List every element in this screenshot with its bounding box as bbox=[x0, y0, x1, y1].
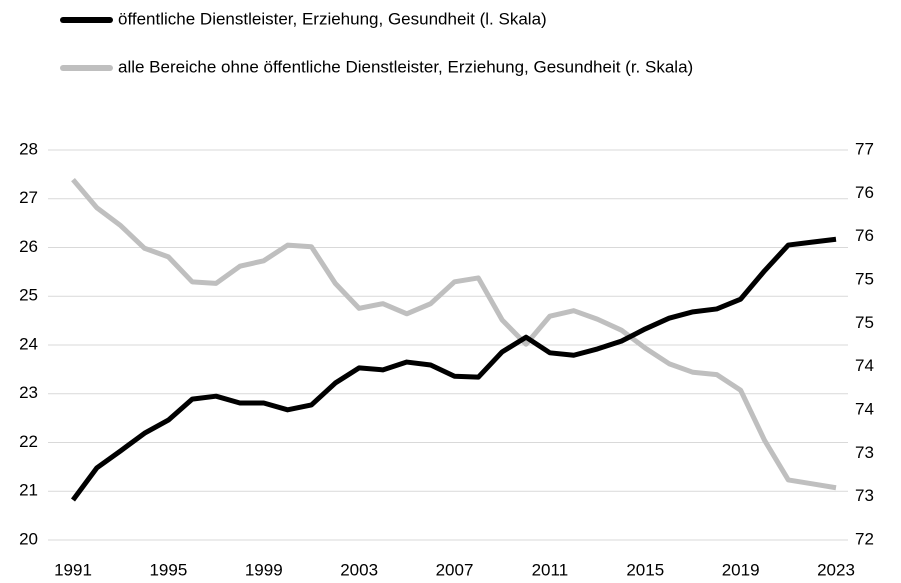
x-tick-label: 2015 bbox=[626, 560, 664, 579]
y2-tick-label: 73 bbox=[855, 486, 874, 505]
y2-tick-label: 72 bbox=[855, 529, 874, 548]
y2-tick-label: 76 bbox=[855, 183, 874, 202]
x-tick-label: 2007 bbox=[436, 560, 474, 579]
x-tick-label: 1991 bbox=[54, 560, 92, 579]
y-tick-label: 21 bbox=[19, 481, 38, 500]
x-tick-label: 2003 bbox=[340, 560, 378, 579]
x-tick-label: 2023 bbox=[817, 560, 855, 579]
series-line bbox=[71, 178, 837, 491]
y-tick-label: 27 bbox=[19, 188, 38, 207]
x-tick-label: 1999 bbox=[245, 560, 283, 579]
x-tick-label: 1995 bbox=[149, 560, 187, 579]
y2-tick-label: 75 bbox=[855, 270, 874, 289]
legend-label: alle Bereiche ohne öffentliche Dienstlei… bbox=[118, 57, 693, 76]
series-line bbox=[70, 236, 837, 502]
y2-tick-label: 76 bbox=[855, 226, 874, 245]
y2-tick-label: 73 bbox=[855, 443, 874, 462]
y-tick-label: 20 bbox=[19, 529, 38, 548]
y-tick-label: 28 bbox=[19, 139, 38, 158]
y-tick-label: 22 bbox=[19, 432, 38, 451]
x-tick-label: 2011 bbox=[532, 560, 569, 579]
legend-label: öffentliche Dienstleister, Erziehung, Ge… bbox=[118, 9, 547, 28]
y2-tick-label: 77 bbox=[855, 139, 874, 158]
y-tick-label: 25 bbox=[19, 286, 38, 305]
y-tick-label: 24 bbox=[19, 334, 38, 353]
y-tick-label: 26 bbox=[19, 237, 38, 256]
y-tick-label: 23 bbox=[19, 383, 38, 402]
x-tick-label: 2019 bbox=[722, 560, 760, 579]
y2-tick-label: 74 bbox=[855, 356, 874, 375]
y2-tick-label: 75 bbox=[855, 313, 874, 332]
y2-tick-label: 74 bbox=[855, 399, 874, 418]
